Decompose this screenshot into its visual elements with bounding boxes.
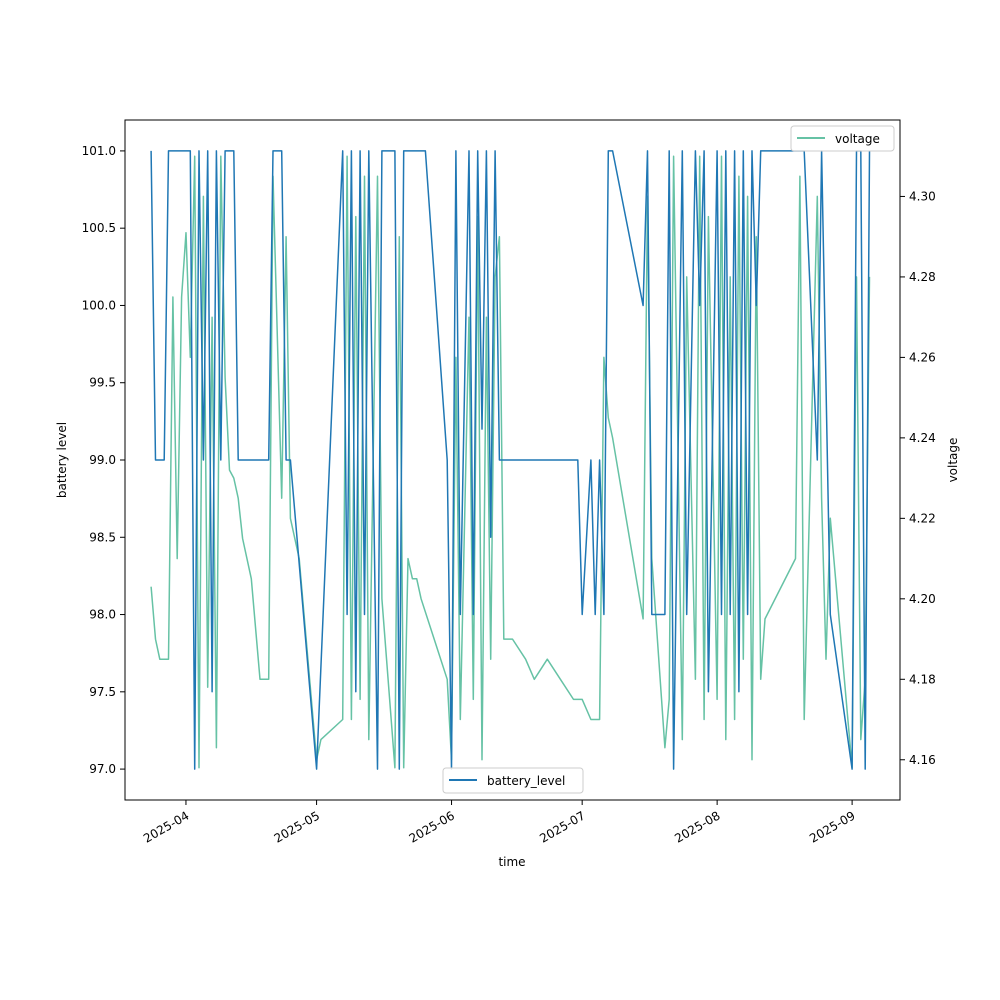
- y-axis-label: battery level: [55, 422, 69, 498]
- y-axis-left: 97.0 97.5 98.0 98.5 99.0 99.5 100.0 100.5 101.0: [82, 144, 125, 776]
- x-tick-label: 2025-07: [537, 808, 587, 845]
- legend-battery-level: battery_level: [442, 767, 584, 794]
- x-axis: 2025-04 2025-05 2025-06 2025-07 2025-08 2025-…: [141, 800, 858, 846]
- y2-tick-label: 4.28: [909, 270, 936, 284]
- series-line-voltage: [150, 155, 871, 769]
- y2-tick-label: 4.20: [909, 592, 936, 606]
- legend-label-battery-level: battery_level: [487, 774, 565, 788]
- y2-tick-label: 4.22: [909, 511, 936, 525]
- x-axis-label: time: [498, 855, 525, 869]
- x-tick-label: 2025-09: [807, 808, 857, 845]
- y2-tick-label: 4.26: [909, 350, 936, 364]
- y-tick-label: 98.0: [89, 608, 116, 622]
- x-tick-label: 2025-04: [141, 808, 191, 845]
- y-tick-label: 100.5: [82, 221, 116, 235]
- y2-tick-label: 4.30: [909, 189, 936, 203]
- legend-box: [442, 767, 584, 794]
- y-tick-label: 97.0: [89, 762, 116, 776]
- legend-box: [790, 125, 895, 152]
- x-tick-label: 2025-05: [272, 808, 322, 845]
- y-tick-label: 100.0: [82, 298, 116, 312]
- y-tick-label: 101.0: [82, 144, 116, 158]
- y2-tick-label: 4.24: [909, 431, 936, 445]
- legend-voltage: voltage: [790, 125, 895, 152]
- y2-tick-label: 4.18: [909, 672, 936, 686]
- legend-label-voltage: voltage: [835, 132, 880, 146]
- y-tick-label: 99.5: [89, 376, 116, 390]
- series-line-battery-level: [150, 150, 871, 770]
- series-layer: [150, 150, 871, 770]
- y-tick-label: 98.5: [89, 530, 116, 544]
- y-tick-label: 97.5: [89, 685, 116, 699]
- x-tick-label: 2025-08: [672, 808, 722, 845]
- y-tick-label: 99.0: [89, 453, 116, 467]
- x-tick-label: 2025-06: [407, 808, 457, 845]
- y2-tick-label: 4.16: [909, 753, 936, 767]
- y-axis-right: 4.16 4.18 4.20 4.22 4.24 4.26 4.28 4.30: [900, 189, 936, 767]
- y2-axis-label: voltage: [946, 438, 960, 483]
